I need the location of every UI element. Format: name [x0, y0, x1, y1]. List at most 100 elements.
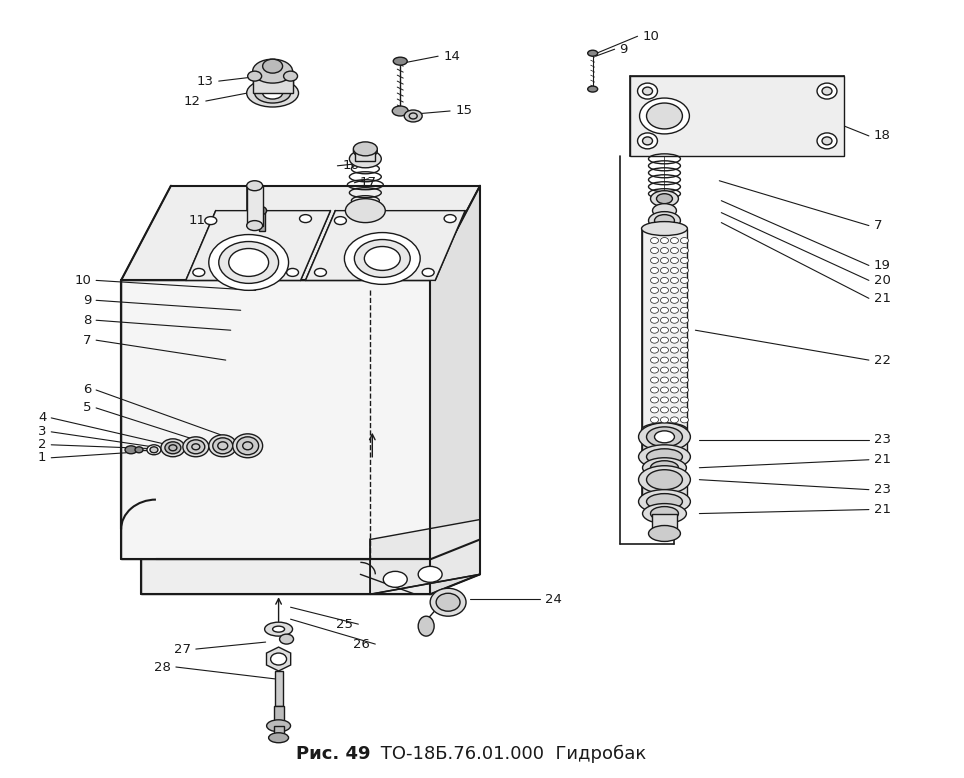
Ellipse shape [681, 328, 688, 333]
Ellipse shape [647, 449, 683, 464]
Ellipse shape [660, 377, 668, 383]
Ellipse shape [660, 268, 668, 273]
Ellipse shape [647, 427, 683, 447]
Ellipse shape [670, 247, 679, 254]
Ellipse shape [280, 634, 294, 644]
Ellipse shape [209, 435, 237, 457]
Text: 13: 13 [197, 75, 214, 88]
Text: 6: 6 [83, 384, 92, 397]
Ellipse shape [283, 71, 298, 81]
Bar [258, 211, 265, 230]
Ellipse shape [649, 525, 681, 541]
Ellipse shape [681, 247, 688, 254]
Ellipse shape [262, 87, 282, 99]
Text: 10: 10 [74, 274, 92, 287]
Ellipse shape [638, 466, 690, 493]
Ellipse shape [588, 51, 598, 56]
Text: 8: 8 [83, 314, 92, 327]
Ellipse shape [651, 417, 658, 423]
Bar [652, 513, 678, 534]
Ellipse shape [237, 436, 258, 455]
Ellipse shape [660, 397, 668, 403]
Ellipse shape [444, 215, 456, 223]
Text: 17: 17 [360, 177, 376, 189]
Ellipse shape [354, 144, 377, 158]
Text: 2: 2 [38, 438, 46, 451]
Ellipse shape [660, 387, 668, 393]
Ellipse shape [641, 423, 687, 436]
Ellipse shape [643, 87, 653, 95]
Ellipse shape [660, 247, 668, 254]
Ellipse shape [267, 720, 290, 732]
Ellipse shape [639, 98, 689, 134]
Ellipse shape [271, 653, 286, 665]
Ellipse shape [670, 258, 679, 264]
Ellipse shape [670, 317, 679, 323]
Polygon shape [306, 211, 465, 280]
Text: 9: 9 [83, 294, 92, 307]
Ellipse shape [418, 566, 442, 582]
Text: 24: 24 [545, 593, 562, 606]
Text: 21: 21 [874, 292, 891, 305]
Ellipse shape [670, 357, 679, 363]
Ellipse shape [670, 417, 679, 423]
Ellipse shape [651, 307, 658, 314]
Polygon shape [430, 539, 480, 594]
Ellipse shape [392, 106, 408, 116]
Polygon shape [121, 186, 480, 280]
Ellipse shape [651, 357, 658, 363]
Ellipse shape [670, 367, 679, 373]
Ellipse shape [418, 616, 434, 636]
Ellipse shape [273, 626, 284, 633]
Ellipse shape [647, 470, 683, 489]
Ellipse shape [660, 407, 668, 413]
Ellipse shape [660, 297, 668, 303]
Ellipse shape [670, 297, 679, 303]
Ellipse shape [681, 297, 688, 303]
Ellipse shape [165, 442, 181, 454]
Ellipse shape [651, 377, 658, 383]
Ellipse shape [681, 278, 688, 283]
Ellipse shape [660, 367, 668, 373]
Polygon shape [121, 280, 430, 559]
Ellipse shape [653, 204, 677, 218]
Text: 15: 15 [455, 104, 472, 117]
Ellipse shape [393, 58, 407, 65]
Ellipse shape [660, 237, 668, 244]
Ellipse shape [651, 287, 658, 293]
Ellipse shape [670, 347, 679, 353]
Ellipse shape [681, 407, 688, 413]
Bar [641, 480, 687, 502]
Ellipse shape [656, 194, 673, 204]
Ellipse shape [637, 133, 657, 149]
Ellipse shape [817, 133, 837, 149]
Ellipse shape [637, 83, 657, 99]
Text: 23: 23 [874, 483, 891, 496]
Text: 4: 4 [38, 412, 46, 424]
Ellipse shape [219, 241, 279, 283]
Ellipse shape [430, 588, 466, 616]
Bar [274, 706, 283, 726]
Ellipse shape [651, 337, 658, 343]
Text: 23: 23 [874, 433, 891, 447]
Ellipse shape [262, 59, 282, 73]
Text: 1: 1 [38, 451, 46, 464]
Text: 21: 21 [874, 454, 891, 466]
Text: 26: 26 [354, 638, 370, 650]
Ellipse shape [660, 347, 668, 353]
Text: 20: 20 [874, 274, 891, 287]
Ellipse shape [269, 733, 288, 743]
Polygon shape [253, 71, 292, 93]
Ellipse shape [670, 268, 679, 273]
Ellipse shape [247, 180, 262, 191]
Ellipse shape [193, 268, 204, 276]
Ellipse shape [670, 237, 679, 244]
Ellipse shape [660, 307, 668, 314]
Ellipse shape [651, 317, 658, 323]
Ellipse shape [643, 503, 686, 524]
Ellipse shape [161, 439, 185, 457]
Ellipse shape [670, 397, 679, 403]
Text: 21: 21 [874, 503, 891, 516]
Ellipse shape [681, 367, 688, 373]
Ellipse shape [651, 268, 658, 273]
